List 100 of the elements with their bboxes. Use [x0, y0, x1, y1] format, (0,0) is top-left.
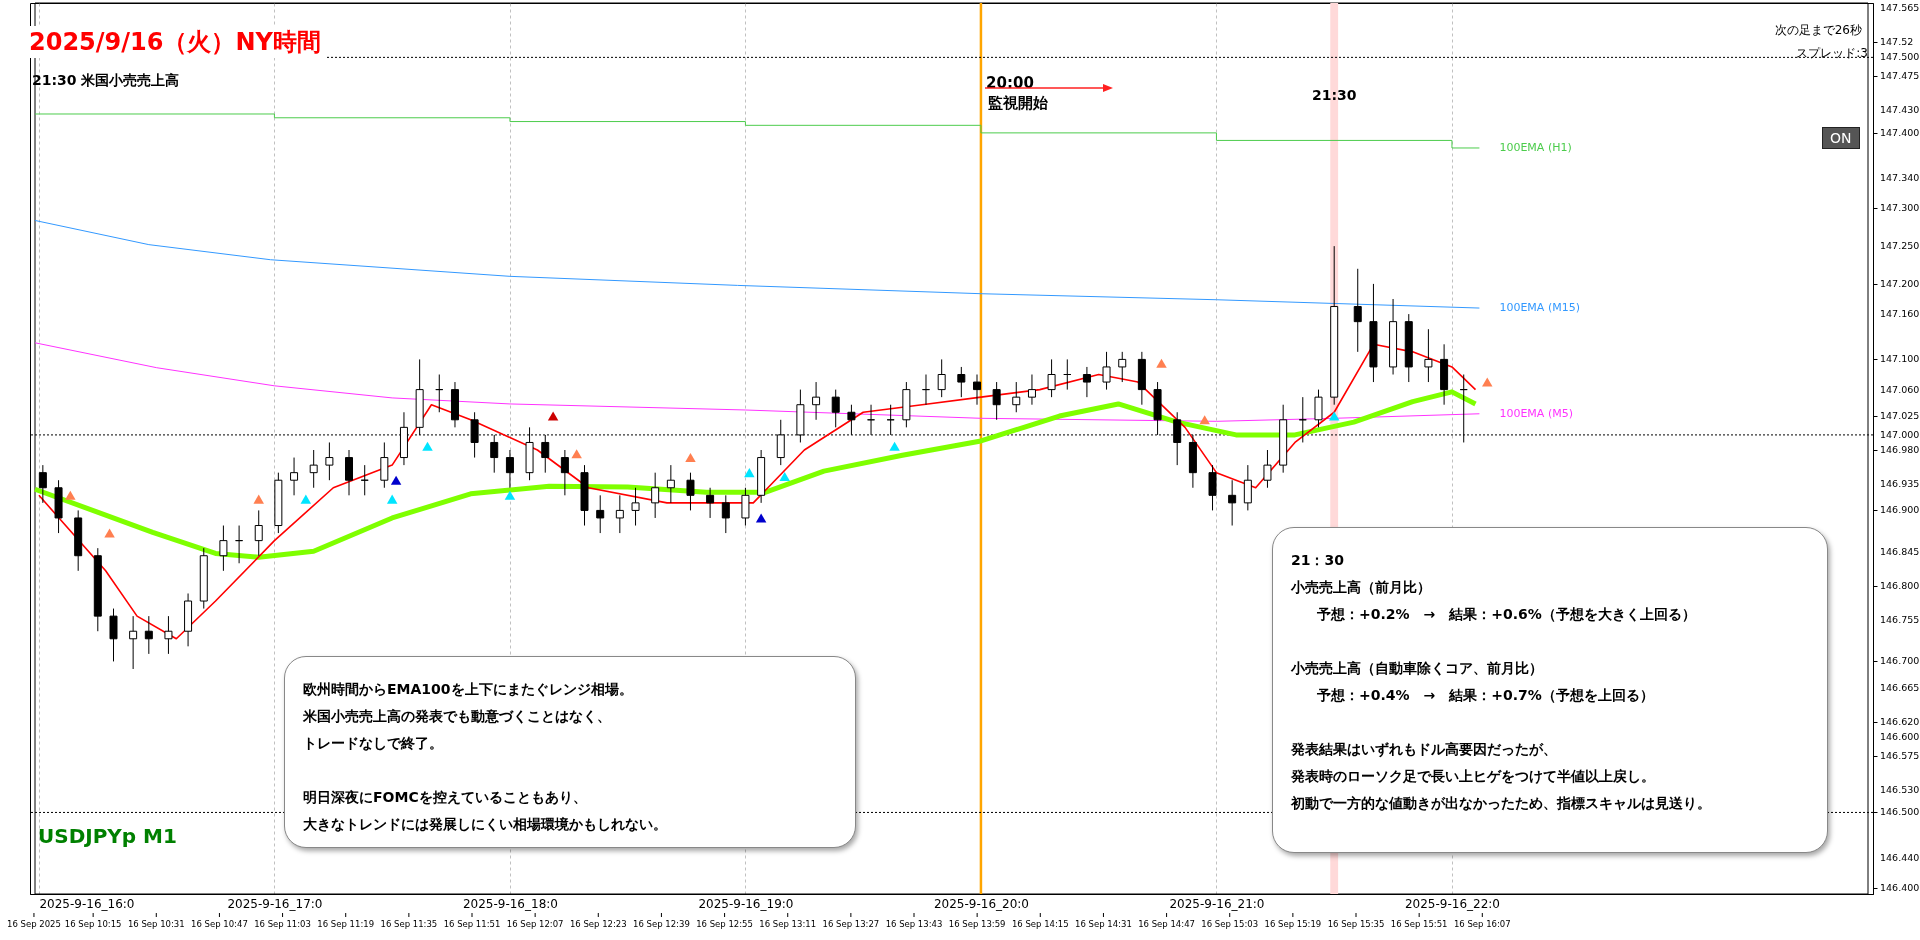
point — [1156, 358, 1167, 368]
point — [1199, 415, 1210, 425]
text: 21:30 米国小売売上高 — [32, 72, 180, 90]
candlestick — [1243, 464, 1252, 511]
y-tick-label: 146.440 — [1880, 851, 1920, 863]
point — [504, 490, 516, 500]
y-tick-label: 146.900 — [1880, 504, 1920, 516]
candlestick — [831, 389, 840, 428]
x2-tick-label: 16 Sep 14:15 — [1011, 919, 1069, 929]
annotation: USDJPYp M1 — [38, 824, 177, 848]
candlestick — [1027, 374, 1036, 406]
point — [300, 494, 312, 504]
series-label: 100EMA (M5) — [1499, 406, 1573, 420]
candlestick — [560, 449, 569, 496]
band-label: 21:30 — [1311, 87, 1357, 103]
candlestick — [1314, 389, 1323, 428]
y-tick-label: 146.575 — [1880, 749, 1920, 761]
x2-tick-label: 16 Sep 12:39 — [633, 919, 690, 929]
candlestick — [666, 464, 675, 504]
y-tick-label: 146.530 — [1880, 783, 1920, 795]
candlestick — [219, 525, 228, 572]
y-tick-label: 147.200 — [1880, 277, 1920, 289]
candlestick — [1012, 381, 1021, 413]
candlestick — [596, 494, 605, 534]
point — [390, 475, 402, 485]
point — [1328, 411, 1340, 421]
x2-tick-label: 16 Sep 15:19 — [1264, 919, 1322, 929]
annotation: 発表時のローソク足で長い上ヒゲをつけて半値以上戻し。 — [1291, 768, 1655, 786]
x2-tick-label: 16 Sep 10:15 — [64, 919, 122, 929]
y-tick-label: 147.300 — [1880, 202, 1920, 214]
annotation: 予想：+0.4% → 結果：+0.7%（予想を上回る） — [1317, 687, 1654, 705]
x2-tick-label: 16 Sep 14:31 — [1075, 919, 1132, 929]
y-tick-label: 147.160 — [1880, 308, 1920, 320]
annotation: ON — [1822, 127, 1860, 149]
x-tick-label: 2025-9-16_16:0 — [39, 896, 135, 911]
candlestick — [812, 381, 821, 421]
annotation: 欧州時間からEMA100を上下にまたぐレンジ相場。 — [303, 681, 633, 699]
y-tick-label: 147.430 — [1880, 104, 1920, 116]
x2-tick-label: 16 Sep 13:27 — [822, 919, 880, 929]
point — [253, 494, 264, 504]
point — [547, 411, 559, 421]
point — [386, 494, 398, 504]
annotation: 小売売上高（自動車除くコア、前月比） — [1291, 660, 1543, 678]
candlestick — [992, 381, 1001, 421]
x2-tick-label: 16 Sep 12:23 — [569, 919, 627, 929]
y-tick-label: 147.025 — [1880, 410, 1920, 422]
candlestick — [345, 449, 353, 496]
x2-tick-label: 16 Sep 15:03 — [1201, 919, 1259, 929]
x2-tick-label: 16 Sep 13:59 — [948, 919, 1006, 929]
x-tick-label: 2025-9-16_18:0 — [462, 896, 558, 911]
annotation: 大きなトレンドには発展しにくい相場環境かもしれない。 — [303, 816, 667, 834]
y-tick-label: 147.250 — [1880, 240, 1920, 252]
point — [755, 513, 767, 523]
y-tick-label: 147.500 — [1880, 51, 1920, 63]
candlestick — [1047, 358, 1056, 398]
y-tick-label: 146.845 — [1880, 545, 1920, 557]
y-tick-label: 146.980 — [1880, 444, 1920, 456]
annotation: 監視開始 — [988, 94, 1048, 113]
point — [104, 528, 115, 538]
x2-tick-label: 16 Sep 11:03 — [254, 919, 311, 929]
candlestick — [937, 358, 946, 398]
x2-tick-label: 16 Sep 12:07 — [506, 919, 564, 929]
candlestick — [741, 487, 750, 527]
candlestick — [721, 494, 730, 534]
y-tick-label: 146.500 — [1880, 806, 1920, 818]
annotation: 予想：+0.2% → 結果：+0.6%（予想を大きく上回る） — [1317, 606, 1696, 624]
x-tick-label: 2025-9-16_17:0 — [227, 896, 323, 911]
candlestick — [651, 472, 660, 519]
x2-tick-label: 16 Sep 2025 — [7, 919, 61, 929]
text: 2025/9/16（火）NY時間 — [25, 26, 325, 58]
line-series — [34, 219, 1480, 309]
annotation: 米国小売売上高の発表でも動意づくことはなく、 — [303, 708, 611, 726]
candlestick — [144, 615, 153, 655]
annotation: 初動で一方的な値動きが出なかったため、指標スキャルは見送り。 — [1291, 795, 1711, 813]
annotation: 21：30 — [1291, 552, 1344, 570]
candlestick — [706, 487, 715, 519]
candlestick — [615, 494, 624, 534]
annotation: 20:00 — [986, 73, 1034, 92]
y-tick-label: 147.565 — [1880, 2, 1920, 14]
x-tick-label: 2025-9-16_22:0 — [1404, 896, 1500, 911]
candlestick — [505, 449, 514, 489]
x2-tick-label: 16 Sep 16:07 — [1453, 919, 1511, 929]
y-tick-label: 146.800 — [1880, 579, 1920, 591]
y-tick-label: 146.665 — [1880, 681, 1920, 693]
y-tick-label: 147.475 — [1880, 70, 1920, 82]
y-tick-label: 146.620 — [1880, 715, 1920, 727]
y-tick-label: 147.400 — [1880, 126, 1920, 138]
candlestick — [129, 615, 138, 670]
x2-tick-label: 16 Sep 11:35 — [380, 919, 438, 929]
x-tick-label: 2025-9-16_19:0 — [698, 896, 794, 911]
candlestick — [631, 487, 640, 527]
x2-tick-label: 16 Sep 11:51 — [443, 919, 501, 929]
y-tick-label: 146.700 — [1880, 655, 1920, 667]
candlestick — [109, 608, 118, 662]
candlestick — [1424, 328, 1433, 383]
candlestick — [957, 366, 966, 398]
candlestick — [1228, 479, 1237, 527]
point — [779, 471, 790, 481]
line-series — [34, 342, 1480, 422]
y-tick-label: 147.340 — [1880, 172, 1920, 184]
